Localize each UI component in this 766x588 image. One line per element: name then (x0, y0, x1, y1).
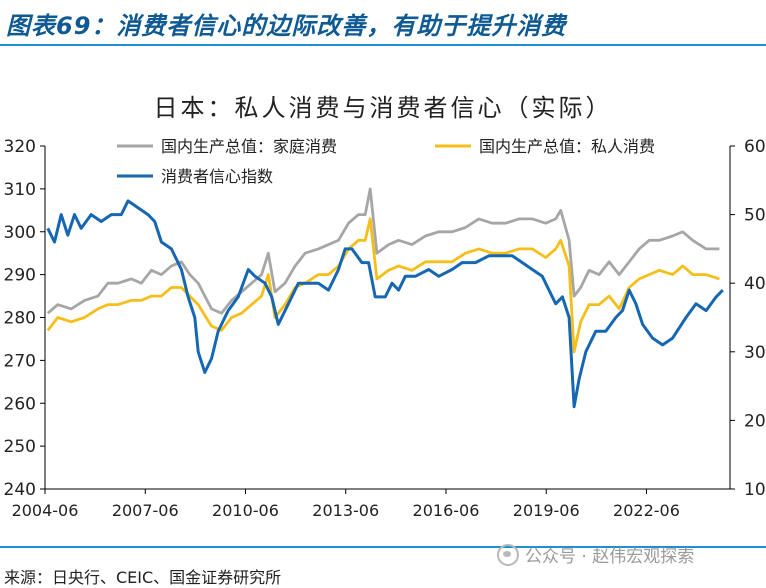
watermark: 公众号 · 赵伟宏观探索 (497, 542, 694, 567)
y-left-tick-label: 280 (4, 309, 36, 329)
y-left-tick-label: 290 (4, 266, 36, 286)
figure-title: 图表69：消费者信心的边际改善，有助于提升消费 (6, 12, 567, 40)
source-divider (0, 546, 766, 548)
legend-label: 国内生产总值：私人消费 (479, 137, 655, 156)
axis-ticks: 240 250 260 270 280 290 300 310 320 10 20 30 40 50 60 2… (4, 137, 766, 520)
wechat-icon (497, 543, 519, 566)
legend-label: 消费者信心指数 (161, 167, 273, 186)
plot-frame (44, 146, 731, 490)
y-right-tick-label: 20 (744, 411, 766, 431)
series-lines (46, 187, 724, 409)
series-line (46, 187, 720, 315)
y-right-tick-label: 60 (744, 137, 766, 157)
y-left-tick-label: 270 (4, 351, 36, 371)
y-left-tick-label: 320 (4, 137, 36, 157)
y-right-tick-label: 30 (744, 343, 766, 363)
x-tick-label: 2007-06 (112, 501, 179, 520)
figure-header: 图表69：消费者信心的边际改善，有助于提升消费 (0, 0, 766, 46)
source-note: 来源：日央行、CEIC、国金证券研究所 (4, 568, 282, 587)
y-left-tick-label: 250 (4, 437, 36, 457)
x-tick-label: 2010-06 (212, 501, 279, 520)
x-tick-label: 2016-06 (413, 501, 480, 520)
x-tick-label: 2004-06 (12, 501, 79, 520)
x-tick-label: 2019-06 (513, 501, 580, 520)
watermark-text: 公众号 · 赵伟宏观探索 (525, 547, 695, 567)
y-left-tick-label: 260 (4, 394, 36, 414)
chart-title: 日本：私人消费与消费者信心（实际） (153, 94, 613, 122)
legend-label: 国内生产总值：家庭消费 (161, 137, 337, 156)
y-right-tick-label: 50 (744, 206, 766, 226)
chart: 240 250 260 270 280 290 300 310 320 10 20 30 40 50 60 2… (4, 137, 766, 520)
series-line (46, 217, 720, 354)
x-tick-label: 2022-06 (613, 501, 680, 520)
y-left-tick-label: 310 (4, 180, 36, 200)
series-line (46, 199, 724, 409)
y-right-tick-label: 10 (744, 480, 766, 500)
y-left-tick-label: 300 (4, 223, 36, 243)
y-right-tick-label: 40 (744, 274, 766, 294)
y-left-tick-label: 240 (4, 480, 36, 500)
x-tick-label: 2013-06 (312, 501, 379, 520)
